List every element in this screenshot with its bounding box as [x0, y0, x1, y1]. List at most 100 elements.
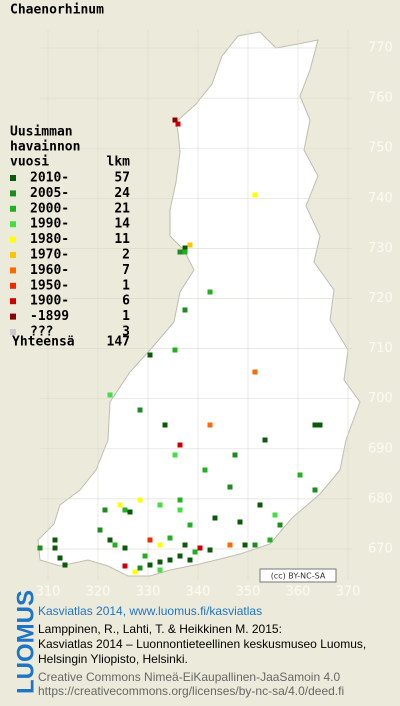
record-square	[52, 537, 58, 543]
legend-swatch	[10, 205, 16, 212]
legend-swatch	[10, 175, 16, 181]
grid: 770 760 750 740 730 720 710 700 690 680 670 310 320 3…	[36, 30, 393, 600]
record-square	[137, 407, 143, 413]
record-square	[252, 542, 258, 548]
record-square	[272, 512, 278, 518]
record-square	[142, 553, 148, 559]
logo: LUOMUS	[12, 590, 39, 694]
record-square	[137, 497, 143, 503]
y-grid-label: 690	[368, 441, 393, 456]
record-square	[162, 422, 168, 428]
record-square	[37, 545, 43, 551]
record-square	[182, 245, 188, 251]
record-square	[207, 547, 213, 553]
record-square	[252, 192, 258, 198]
legend-label: 1900-	[30, 294, 69, 309]
record-square	[187, 557, 193, 563]
y-grid-label: 770	[368, 41, 393, 56]
legend-swatch	[10, 282, 16, 289]
record-square	[57, 555, 63, 561]
record-square	[207, 289, 213, 295]
record-square	[277, 522, 283, 528]
legend-heading: vuosi	[10, 155, 49, 170]
record-square	[182, 307, 188, 313]
legend-swatch	[10, 252, 16, 258]
legend-heading: havainnon	[10, 140, 80, 155]
x-grid-label: 360	[286, 585, 311, 600]
record-square	[122, 563, 128, 569]
legend-swatch	[10, 313, 16, 320]
legend-count: 1	[122, 278, 130, 293]
record-square	[182, 542, 188, 548]
record-square	[122, 545, 128, 551]
legend-heading: Uusimman	[10, 125, 73, 140]
site-link[interactable]: Kasviatlas 2014, www.luomus.fi/kasviatla…	[38, 604, 262, 618]
record-square	[177, 497, 183, 503]
record-square	[107, 392, 113, 398]
finland-land	[37, 31, 361, 577]
record-square	[197, 545, 203, 551]
record-square	[227, 542, 233, 548]
record-square	[112, 542, 118, 548]
legend-count: 7	[122, 263, 130, 278]
record-square	[147, 537, 153, 543]
record-square	[167, 557, 173, 563]
legend-label: 2000-	[30, 201, 69, 216]
record-square	[252, 369, 258, 375]
legend-label: 1960-	[30, 263, 69, 278]
record-square	[257, 502, 263, 508]
y-grid-label: 760	[368, 91, 393, 106]
legend-swatch	[10, 236, 16, 243]
y-grid-label: 680	[368, 491, 393, 506]
legend-label: 1970-	[30, 248, 69, 263]
legend-label: 1980-	[30, 232, 69, 247]
legend-label: 2005-	[30, 186, 69, 201]
record-square	[107, 537, 113, 543]
record-square	[172, 452, 178, 458]
record-square	[175, 121, 181, 127]
license-link[interactable]: https://creativecommons.org/licenses/by-…	[38, 684, 344, 698]
record-square	[157, 502, 163, 508]
legend-swatch	[10, 221, 16, 228]
legend-count: 21	[114, 201, 130, 216]
total-count: 147	[107, 335, 130, 350]
license: Creative Commons Nimeä-EiKaupallinen-Jaa…	[38, 670, 340, 684]
record-square	[182, 249, 188, 255]
record-square	[192, 549, 198, 555]
legend-count-heading: lkm	[107, 155, 131, 170]
record-square	[312, 422, 318, 428]
record-square	[317, 422, 323, 428]
total-label: Yhteensä	[12, 335, 75, 350]
record-square	[122, 507, 128, 513]
legend-label: 2010-	[30, 171, 69, 186]
y-grid-label: 710	[368, 341, 393, 356]
cc-badge	[259, 568, 337, 583]
y-grid-label: 670	[368, 542, 393, 557]
y-grid-label: 730	[368, 241, 393, 256]
legend-count: 2	[122, 248, 130, 263]
record-square	[237, 519, 243, 525]
record-square	[267, 537, 273, 543]
record-square	[102, 507, 108, 513]
legend-count: 6	[122, 294, 130, 309]
legend-swatch	[10, 298, 16, 305]
record-square	[187, 242, 193, 248]
legend-swatch	[10, 190, 16, 197]
record-square	[207, 422, 213, 428]
record-square	[172, 347, 178, 353]
legend-count: 57	[114, 171, 130, 186]
legend-label: 1990-	[30, 217, 69, 232]
record-square	[202, 467, 208, 473]
record-square	[157, 559, 163, 565]
y-grid-label: 700	[368, 391, 393, 406]
record-square	[227, 484, 233, 490]
citation: Lamppinen, R., Lahti, T. & Heikkinen M. …	[38, 622, 282, 636]
record-square	[97, 527, 103, 533]
x-grid-label: 340	[186, 585, 211, 600]
record-square	[167, 535, 173, 541]
map-title: Chaenorhinum	[10, 3, 104, 18]
citation: Kasviatlas 2014 – Luonnontieteellinen ke…	[38, 637, 366, 651]
record-square	[187, 522, 193, 528]
